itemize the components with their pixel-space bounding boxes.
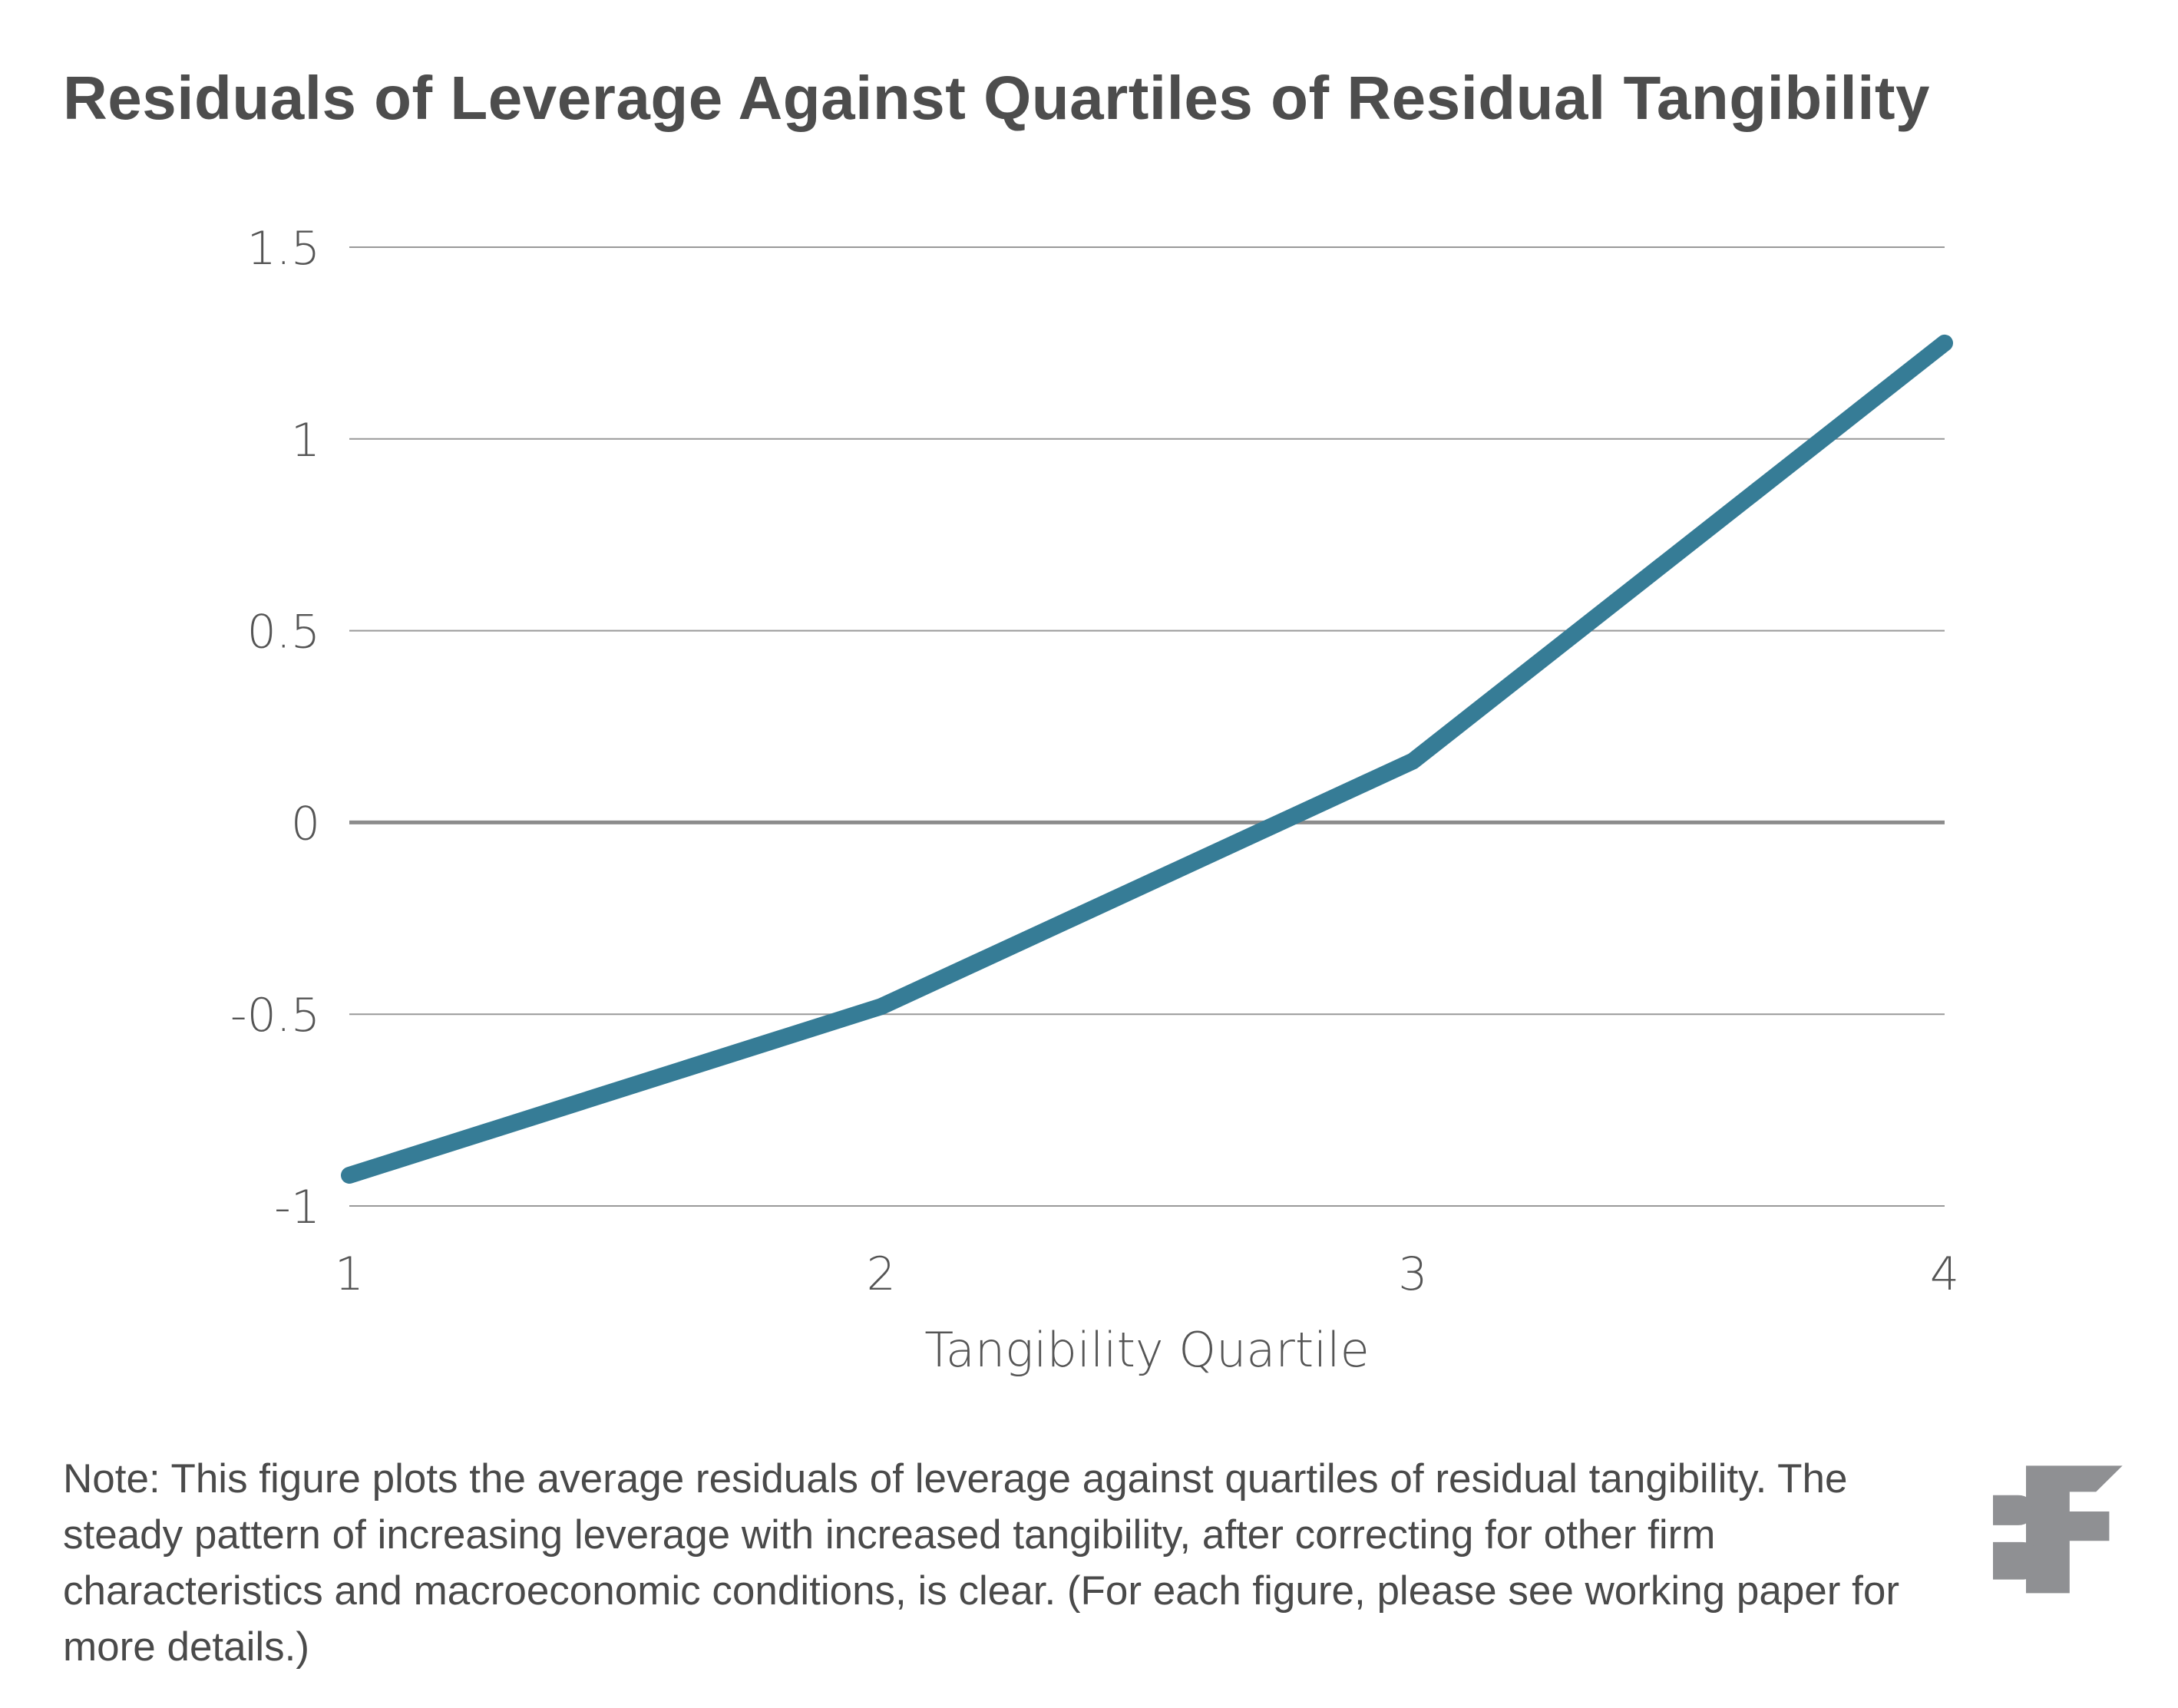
x-tick-label: 3 [1398, 1247, 1427, 1301]
y-tick-label: -0.5 [230, 989, 320, 1042]
x-axis-label: Tangibility Quartile [924, 1322, 1370, 1378]
bf-logo [1993, 1465, 2123, 1594]
figure-note: Note: This figure plots the average resi… [63, 1456, 1900, 1670]
x-tick-label: 2 [867, 1247, 896, 1301]
y-tick-label: 1 [291, 414, 320, 467]
y-tick-label: 1.5 [247, 222, 320, 276]
y-tick-label: -1 [274, 1181, 320, 1234]
series-line [341, 334, 1953, 1184]
line-chart: 1.5 1 0.5 0 -0.5 -1 1 2 3 4 Tangibility Quartile [230, 222, 1959, 1378]
x-tick-label: 1 [335, 1247, 364, 1301]
y-tick-label: 0 [291, 797, 320, 851]
x-tick-label: 4 [1930, 1247, 1959, 1301]
chart-title: Residuals of Leverage Against Quartiles … [63, 64, 1931, 132]
y-tick-label: 0.5 [247, 606, 320, 659]
